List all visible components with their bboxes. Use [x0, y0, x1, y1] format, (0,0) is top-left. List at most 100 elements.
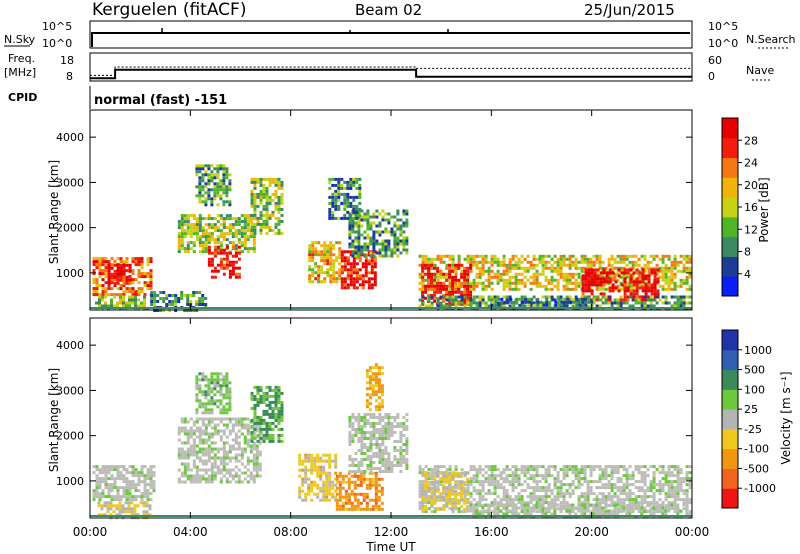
echo-cell [667, 275, 671, 279]
echo-cell [213, 465, 217, 469]
echo-cell [240, 456, 244, 460]
echo-cell [541, 495, 545, 499]
echo-cell [544, 260, 548, 264]
echo-cell [378, 467, 382, 470]
echo-cell [183, 480, 187, 484]
echo-cell [262, 418, 266, 422]
echo-cell [259, 192, 263, 196]
echo-cell [526, 486, 530, 490]
echo-cell [280, 192, 284, 196]
echo-cell [343, 186, 347, 190]
echo-cell [653, 289, 657, 293]
echo-cell [502, 257, 506, 261]
echo-cell [399, 251, 403, 255]
echo-cell [349, 250, 353, 254]
echo-cell [207, 450, 211, 454]
echo-cell [685, 257, 689, 261]
echo-cell [122, 301, 125, 305]
echo-cell [348, 431, 352, 434]
echo-cell [110, 263, 114, 267]
echo-cell [195, 477, 199, 481]
echo-cell [98, 298, 101, 302]
echo-cell [246, 235, 250, 239]
echo-cell [478, 510, 482, 514]
echo-cell [359, 474, 363, 478]
echo-cell [505, 284, 509, 288]
echo-cell [505, 498, 509, 502]
echo-cell [121, 507, 125, 511]
echo-cell [580, 492, 584, 496]
echo-cell [274, 201, 278, 205]
echo-cell [343, 262, 347, 266]
echo-cell [448, 465, 452, 469]
echo-cell [149, 483, 153, 487]
echo-cell [649, 266, 653, 270]
echo-cell [610, 263, 614, 267]
echo-cell [348, 221, 352, 225]
echo-cell [481, 510, 485, 514]
echo-cell [556, 507, 560, 511]
echo-cell [493, 474, 497, 478]
echo-cell [350, 474, 354, 478]
echo-cell [349, 177, 353, 181]
echo-cell [366, 413, 370, 416]
echo-cell [679, 298, 683, 302]
echo-cell [265, 409, 269, 413]
echo-cell [629, 268, 633, 272]
echo-cell [350, 489, 354, 493]
echo-cell [337, 177, 341, 181]
echo-cell [131, 474, 135, 478]
echo-cell [349, 201, 353, 205]
echo-cell [268, 180, 272, 184]
echo-cell [262, 207, 266, 211]
echo-cell [134, 293, 138, 297]
echo-cell [325, 495, 329, 499]
echo-cell [535, 284, 539, 288]
echo-cell [544, 295, 548, 299]
echo-cell [673, 304, 677, 308]
echo-cell [365, 375, 369, 379]
echo-cell [113, 263, 117, 267]
echo-cell [146, 498, 150, 502]
echo-cell [360, 449, 364, 452]
echo-cell [556, 477, 560, 481]
echo-cell [490, 477, 494, 481]
echo-cell [396, 425, 400, 428]
echo-cell [641, 268, 645, 272]
echo-cell [186, 450, 190, 454]
echo-cell [103, 513, 107, 517]
echo-cell [463, 492, 467, 496]
echo-cell [222, 176, 226, 180]
echo-cell [587, 300, 591, 304]
echo-cell [340, 256, 344, 260]
echo-cell [360, 431, 364, 434]
echo-cell [529, 495, 533, 499]
echo-cell [98, 260, 102, 264]
echo-cell [134, 298, 137, 302]
echo-cell [433, 278, 437, 282]
echo-cell [255, 453, 259, 457]
echo-cell [122, 295, 125, 299]
echo-cell [384, 239, 388, 243]
echo-cell [374, 363, 378, 367]
echo-cell [517, 257, 521, 261]
echo-cell [418, 304, 422, 308]
echo-cell [367, 277, 371, 281]
echo-cell [357, 431, 361, 434]
echo-cell [652, 257, 656, 261]
echo-cell [602, 292, 606, 296]
echo-cell [369, 215, 373, 219]
echo-cell [367, 250, 371, 254]
echo-cell [189, 468, 193, 472]
echo-cell [550, 266, 554, 270]
echo-cell [180, 456, 184, 460]
echo-cell [551, 297, 555, 301]
echo-cell [384, 212, 388, 216]
echo-cell [225, 194, 229, 198]
echo-cell [340, 283, 344, 287]
echo-cell [301, 498, 305, 502]
y-tick-label: 3000 [56, 176, 84, 189]
echo-cell [562, 465, 566, 469]
echo-cell [308, 265, 312, 269]
echo-cell [527, 297, 531, 301]
